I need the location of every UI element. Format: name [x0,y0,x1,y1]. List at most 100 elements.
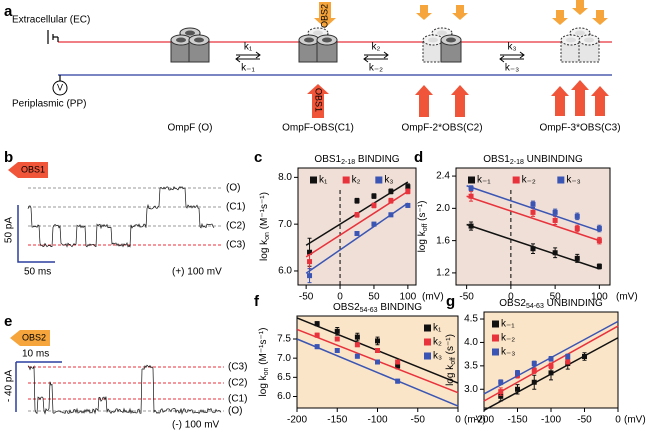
chart-title-part: UNBINDING [524,154,583,165]
porin-pore [176,37,186,43]
chart-title-part: BINDING [355,154,400,165]
state-label: OmpF-2*OBS(C2) [401,123,482,134]
voltage-label: (-) 100 mV [172,420,220,431]
scale-bar [15,361,62,412]
legend-swatch [310,176,317,184]
point [354,334,360,340]
x-axis-label: (mV) [616,292,638,303]
blocker-label: OBS2 [22,332,46,342]
x-tick-label: -200 [474,415,494,426]
porin-pore [584,37,594,43]
chart-title: OBS12-18 BINDING [314,154,399,167]
current-trace [27,364,222,415]
point [548,370,554,376]
blocker-arrow [10,330,50,346]
level-label: (C1) [226,202,245,213]
y-axis-label-part: on [263,367,270,375]
point [388,212,394,218]
legend-swatch [424,338,431,346]
point [468,185,474,191]
blocker-arrow [571,80,589,116]
obs1-label: OBS1 [314,88,324,112]
time-scale: 50 ms [24,267,51,278]
level-label: (O) [228,406,242,417]
blocker-arrow [416,5,432,20]
point [498,393,504,399]
point [307,273,313,279]
point [565,353,571,359]
point [596,263,602,269]
point [515,386,520,392]
blocker-arrow [572,0,588,15]
point [530,201,536,207]
chart-title: OBS254-63 UNBINDING [499,298,603,311]
y-tick-label: 1.6 [436,235,450,246]
legend-label: k₋₃ [566,175,580,186]
point [371,193,377,199]
plot-frame [297,167,417,286]
chart-title-part: OBS2 [333,302,360,313]
point [531,379,537,385]
point [548,356,554,362]
point [395,359,401,365]
fit-line [466,195,600,242]
chart-title-part: OBS1 [314,154,341,165]
x-tick-label: -150 [327,415,347,426]
point [395,363,401,369]
porin-pore [322,37,332,43]
x-tick-label: -150 [507,415,527,426]
pp-label: Periplasmic (PP) [12,99,86,110]
obs2-label: OBS2 [319,4,329,28]
chart-title-part: 2-18 [341,159,355,166]
x-tick-label: 100 [591,292,608,303]
x-axis-label: (mV) [422,292,444,303]
y-tick-label: 7.0 [278,219,292,230]
point [354,353,360,359]
x-tick-label: -100 [541,415,561,426]
x-tick-label: -50 [299,292,314,303]
porin-pore [566,37,576,43]
porin-pore [185,30,195,36]
point [574,255,580,261]
chart-title-part: OBS2 [499,298,526,309]
point [307,259,313,265]
ec-label: Extracellular (EC) [12,15,90,26]
voltmeter [52,80,68,96]
legend-swatch [424,352,431,360]
point [405,184,411,190]
chart-title: OBS254-63 BINDING [333,302,422,315]
chart-title-part: 2-18 [510,159,524,166]
y-tick-label: 3.0 [464,384,478,395]
legend-label: k₃ [384,175,393,186]
y-axis-label-part: (M⁻¹s⁻¹) [258,328,269,368]
blocker-arrow [552,10,568,25]
panel-label: c [254,149,262,166]
point [596,238,602,244]
legend-swatch [342,176,350,184]
point [552,209,558,215]
panel-label: g [446,293,455,310]
chart-title: OBS12-18 UNBINDING [483,154,583,167]
y-axis-label-part: log k [445,364,456,386]
x-tick-label: 100 [400,292,417,303]
legend-label: k₁ [433,323,442,334]
point [531,361,537,367]
level-label: (O) [226,183,240,194]
point [375,338,380,344]
x-tick-label: -200 [287,415,307,426]
y-tick-label: 7.0 [277,353,291,364]
y-tick-label: 6.5 [277,372,291,383]
panel-label: a [4,3,13,20]
y-axis-label-part: (M⁻¹s⁻¹) [259,192,270,232]
point [307,249,313,255]
point [574,213,580,219]
chart-title-part: 54-63 [360,307,378,314]
point [388,188,394,194]
point [405,188,411,194]
legend-label: k₂ [433,337,442,348]
y-axis-label: log koff (s⁻¹) [445,334,458,386]
y-tick-label: 6.0 [278,266,292,277]
y-tick-label: 7.5 [277,334,291,345]
point [388,198,394,204]
point [596,226,602,232]
